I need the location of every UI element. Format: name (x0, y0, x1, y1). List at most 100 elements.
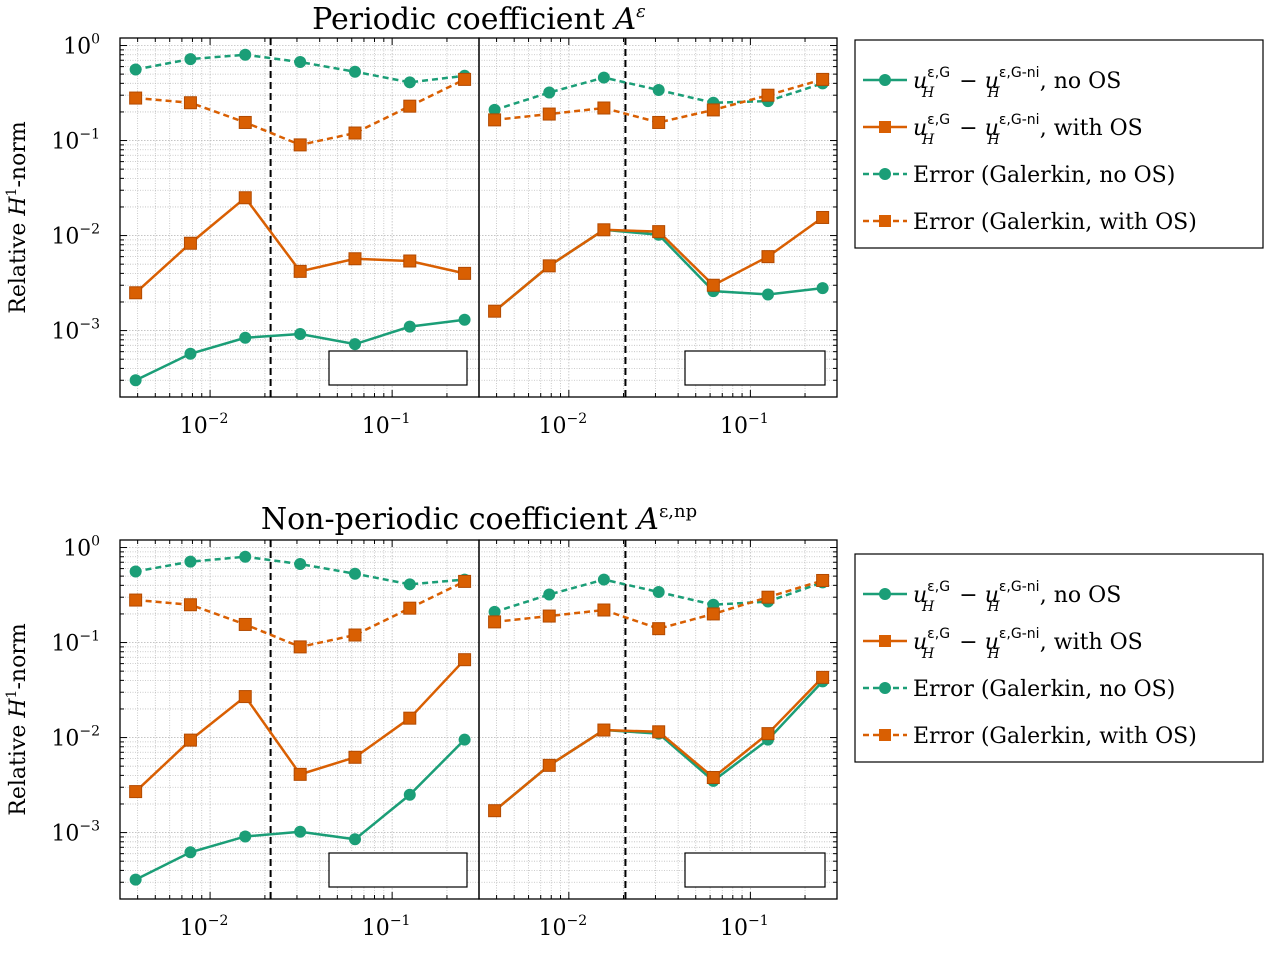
legend-marker (879, 729, 891, 741)
data-point (489, 305, 501, 317)
data-point (130, 874, 142, 886)
data-point (349, 253, 361, 265)
data-point (817, 574, 829, 586)
data-point (459, 654, 471, 666)
chart-1: Periodic coefficient Aε Relative H1-norm 1… (4, 1, 1263, 439)
y-tick-label: 10−1 (51, 629, 100, 657)
data-point (817, 211, 829, 223)
data-point (762, 728, 774, 740)
data-point (707, 608, 719, 620)
chart-title: Periodic coefficient Aε (312, 1, 646, 37)
data-point (543, 108, 555, 120)
data-point (130, 565, 142, 577)
data-point (707, 771, 719, 783)
x-tick-label: 10−2 (180, 913, 229, 941)
data-point (543, 87, 555, 99)
data-point (184, 348, 196, 360)
chart-title: Non-periodic coefficient Aε,np (261, 501, 697, 537)
data-point (184, 599, 196, 611)
panel-right: 10−2 10−1 (479, 540, 837, 941)
y-tick-label: 10−2 (51, 222, 100, 250)
data-point (653, 586, 665, 598)
legend-label: Error (Galerkin, with OS) (913, 210, 1197, 235)
data-point (294, 265, 306, 277)
x-tick-label: 10−2 (539, 411, 588, 439)
data-point (598, 224, 610, 236)
data-point (130, 374, 142, 386)
data-point (239, 49, 251, 61)
grid (120, 38, 479, 397)
y-axis-label: Relative H1-norm (4, 121, 31, 314)
method-label-box (685, 853, 825, 887)
data-point (349, 338, 361, 350)
legend: uε,G H − uε,G-ni H, no OSuε,G H − uε,G-ni H,… (855, 554, 1263, 762)
data-point (349, 751, 361, 763)
chart-2: Non-periodic coefficient Aε,np Relative H… (4, 501, 1263, 941)
data-point (543, 589, 555, 601)
data-point (543, 759, 555, 771)
data-point (459, 575, 471, 587)
data-point (598, 102, 610, 114)
data-point (404, 321, 416, 333)
legend-item-4: Error (Galerkin, with OS) (863, 210, 1197, 235)
data-point (349, 568, 361, 580)
axes-frame (120, 540, 479, 899)
method-label-box (685, 351, 825, 385)
legend-label: Error (Galerkin, no OS) (913, 677, 1175, 702)
ticks (120, 38, 447, 397)
legend-marker (879, 121, 891, 133)
series-3 (489, 72, 829, 116)
data-point (707, 104, 719, 116)
data-point (239, 332, 251, 344)
x-tick-label: 10−1 (720, 411, 769, 439)
data-point (404, 100, 416, 112)
data-point (239, 116, 251, 128)
data-point (184, 846, 196, 858)
data-point (707, 279, 719, 291)
data-point (184, 556, 196, 568)
data-point (349, 66, 361, 78)
data-point (404, 255, 416, 267)
legend: uε,G H − uε,G-ni H, no OSuε,G H − uε,G-ni H,… (855, 40, 1263, 248)
y-tick-label: 10−1 (51, 127, 100, 155)
data-point (294, 641, 306, 653)
data-point (653, 726, 665, 738)
data-point (817, 73, 829, 85)
legend-item-4: Error (Galerkin, with OS) (863, 724, 1197, 749)
data-point (130, 92, 142, 104)
data-point (130, 786, 142, 798)
series-1 (489, 675, 829, 816)
x-tick-label: 10−1 (720, 913, 769, 941)
data-point (294, 328, 306, 340)
series-2 (489, 671, 829, 816)
data-point (130, 63, 142, 75)
y-tick-label: 10−3 (51, 317, 100, 345)
data-point (294, 139, 306, 151)
series-4 (489, 574, 829, 634)
series-2 (130, 654, 471, 798)
data-point (762, 288, 774, 300)
data-point (653, 116, 665, 128)
data-point (294, 826, 306, 838)
data-point (349, 629, 361, 641)
data-point (762, 591, 774, 603)
data-point (294, 768, 306, 780)
data-point (489, 805, 501, 817)
data-point (598, 574, 610, 586)
data-point (459, 734, 471, 746)
data-point (762, 89, 774, 101)
data-point (184, 53, 196, 65)
series-2 (130, 192, 471, 299)
data-point (349, 127, 361, 139)
data-point (404, 602, 416, 614)
y-tick-label: 10−3 (51, 819, 100, 847)
data-point (459, 267, 471, 279)
data-point (598, 72, 610, 84)
method-label-box (329, 853, 467, 887)
data-point (294, 56, 306, 68)
x-tick-label: 10−2 (180, 411, 229, 439)
data-point (489, 616, 501, 628)
data-point (653, 226, 665, 238)
legend-label: Error (Galerkin, with OS) (913, 724, 1197, 749)
legend-marker (879, 74, 891, 86)
